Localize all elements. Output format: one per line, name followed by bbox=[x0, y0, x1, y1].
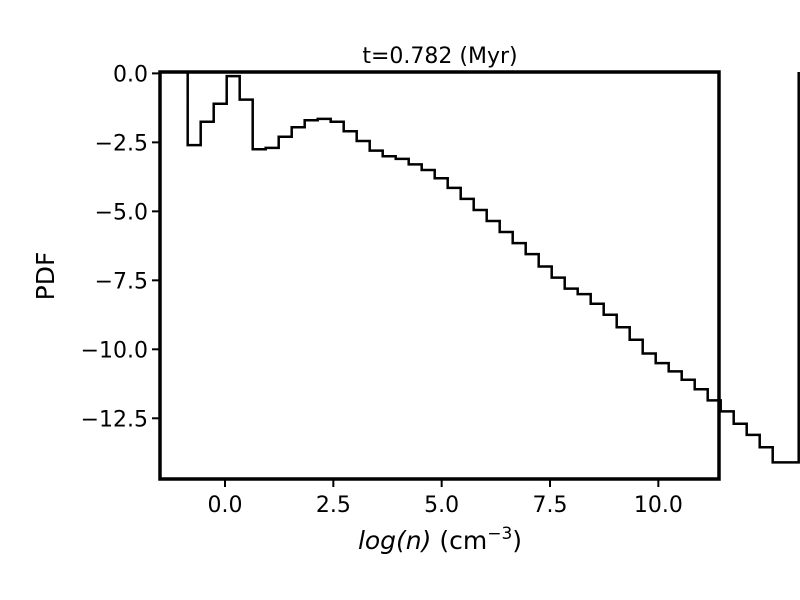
x-tick-label: 10.0 bbox=[634, 493, 683, 518]
y-tick-label: 0.0 bbox=[113, 62, 148, 87]
x-axis: 0.0 2.5 5.0 7.5 10.0 bbox=[208, 479, 683, 518]
x-tick-label: 5.0 bbox=[424, 493, 459, 518]
y-tick-label: −10.0 bbox=[81, 338, 148, 363]
plot-area bbox=[158, 70, 800, 481]
x-tick-label: 2.5 bbox=[316, 493, 351, 518]
x-axis-label-exp: −3 bbox=[487, 524, 512, 544]
histogram-step-line bbox=[186, 72, 800, 464]
x-tick-label: 0.0 bbox=[208, 493, 243, 518]
y-tick-label: −2.5 bbox=[95, 131, 148, 156]
x-axis-label-close: ) bbox=[512, 526, 522, 555]
plot-frame bbox=[158, 70, 721, 481]
y-tick-label: −12.5 bbox=[81, 407, 148, 432]
chart-title: t=0.782 (Myr) bbox=[362, 44, 517, 69]
x-axis-label: log(n) (cm−3) bbox=[358, 524, 522, 555]
y-tick-label: −7.5 bbox=[95, 269, 148, 294]
y-axis: 0.0 −2.5 −5.0 −7.5 −10.0 −12.5 bbox=[81, 62, 160, 432]
x-axis-label-unit: (cm bbox=[431, 526, 487, 555]
x-tick-label: 7.5 bbox=[533, 493, 568, 518]
y-axis-label: PDF bbox=[31, 252, 60, 301]
x-axis-label-var: log(n) bbox=[358, 526, 431, 555]
y-tick-label: −5.0 bbox=[95, 200, 148, 225]
